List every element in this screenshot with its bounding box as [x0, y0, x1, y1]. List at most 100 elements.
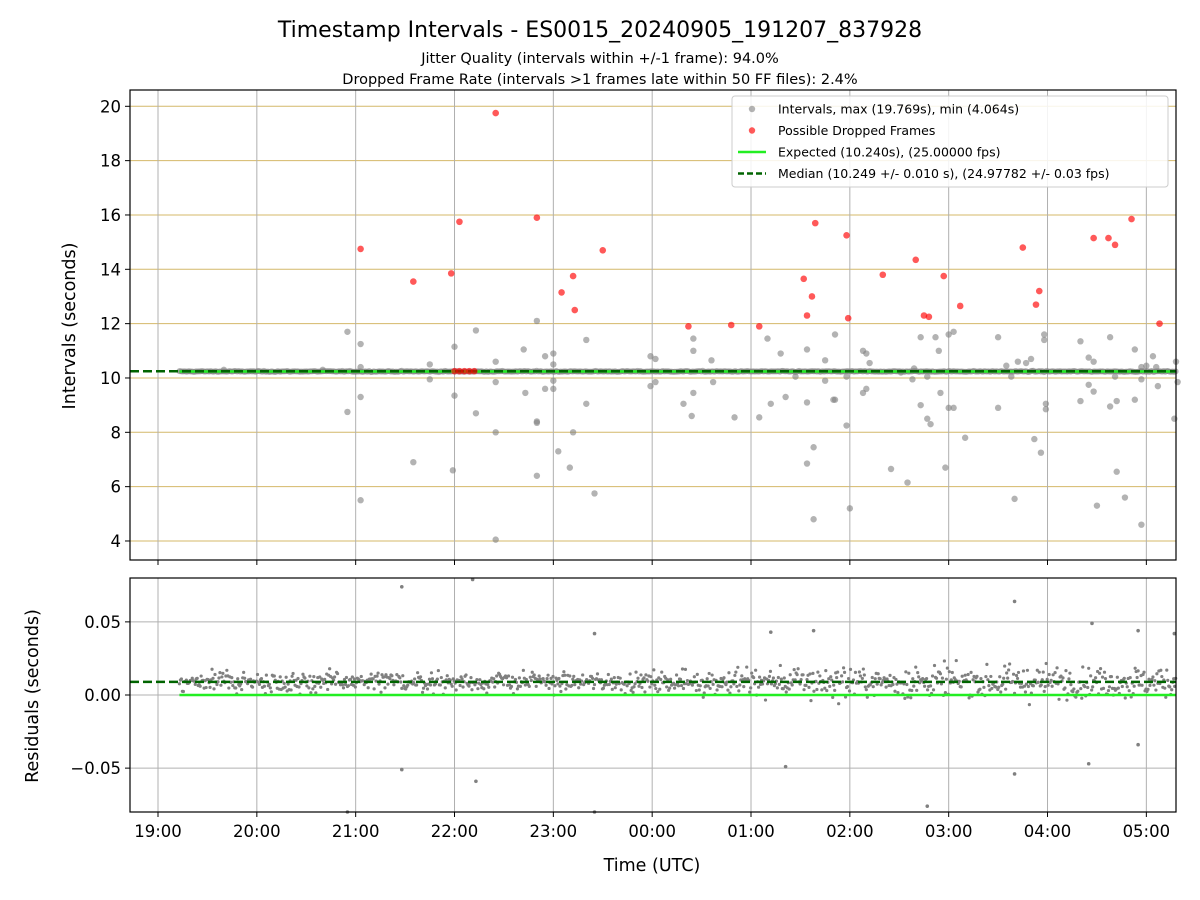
residual-point	[1010, 679, 1015, 684]
residual-point	[220, 675, 224, 679]
x-tick-label: 03:00	[925, 822, 973, 841]
residual-point	[1053, 671, 1057, 675]
dropped-frame-point	[1035, 287, 1043, 295]
residual-point	[622, 682, 626, 686]
residual-point	[482, 687, 486, 691]
residual-point	[556, 682, 560, 686]
residual-point	[1127, 689, 1131, 693]
residual-point	[1022, 684, 1027, 688]
residual-point	[802, 688, 806, 692]
legend-frame	[731, 95, 1169, 188]
interval-point	[1077, 397, 1084, 405]
y-tick-label: 0.00	[84, 686, 121, 705]
residual-point	[179, 677, 183, 681]
x-tick-label: 19:00	[134, 822, 182, 841]
residual-point	[646, 679, 650, 683]
residual-point	[454, 688, 458, 692]
residual-point	[217, 676, 221, 680]
residual-point	[1116, 686, 1120, 690]
residual-point	[1140, 683, 1144, 687]
interval-point	[708, 357, 715, 364]
residual-point	[775, 686, 779, 690]
residual-point	[460, 677, 464, 681]
residual-point	[1065, 698, 1069, 702]
residual-point	[1027, 703, 1031, 707]
interval-point	[950, 404, 957, 412]
residual-point	[737, 689, 741, 693]
dropped-frame-point	[755, 323, 763, 330]
residual-point	[421, 686, 426, 690]
residual-point	[366, 686, 370, 690]
x-tick-label: 20:00	[233, 822, 281, 841]
residual-point	[801, 673, 805, 677]
residual-point	[406, 683, 410, 687]
interval-point	[935, 347, 942, 355]
top-y-axis-label: Intervals (seconds)	[60, 243, 80, 410]
residual-point	[1014, 673, 1019, 678]
interval-point	[652, 355, 659, 363]
residual-point	[1035, 668, 1039, 672]
residual-point	[579, 682, 583, 686]
interval-point	[690, 347, 697, 355]
interval-point	[1022, 359, 1030, 367]
residual-point	[979, 677, 983, 681]
residual-point	[969, 670, 973, 675]
residual-point	[1026, 684, 1031, 689]
residual-point	[833, 688, 837, 692]
residual-point	[231, 683, 235, 688]
residual-point	[685, 678, 690, 683]
residual-point	[637, 684, 641, 688]
residual-point	[818, 674, 822, 678]
residual-point	[986, 678, 990, 682]
residual-point	[312, 675, 316, 679]
residual-point	[754, 668, 758, 672]
residual-point	[551, 674, 555, 679]
residual-point	[816, 670, 820, 674]
dropped-frame-point	[800, 275, 808, 283]
residual-point	[388, 677, 392, 681]
residual-point	[199, 674, 203, 678]
residual-point	[1087, 666, 1091, 670]
residual-point	[865, 695, 869, 699]
residual-point	[1041, 670, 1045, 674]
residual-point	[1081, 665, 1085, 669]
interval-point	[863, 385, 870, 393]
interval-point	[1143, 362, 1150, 369]
intervals-panel: 4 6 8 10 12 14 16 18 20	[100, 89, 1181, 565]
residual-point	[776, 675, 780, 680]
residual-point	[674, 673, 679, 677]
y-tick-label: 18	[100, 152, 121, 171]
residual-point	[1025, 668, 1030, 672]
residual-point	[1090, 688, 1094, 692]
residual-point	[923, 684, 927, 688]
residual-point	[510, 675, 515, 679]
residual-point	[845, 685, 850, 689]
residual-point	[1016, 670, 1021, 675]
top-axes-frame	[129, 89, 1177, 561]
residual-point	[799, 677, 803, 682]
residual-point	[1004, 687, 1008, 691]
interval-point	[541, 353, 549, 360]
residual-point	[857, 670, 861, 674]
residual-point	[470, 688, 474, 692]
residual-point	[959, 685, 963, 689]
residual-point	[386, 682, 390, 686]
residual-point	[997, 685, 1001, 689]
residual-point	[1106, 688, 1111, 693]
interval-point	[1042, 406, 1050, 413]
residual-point	[1165, 668, 1169, 672]
residual-point	[1036, 680, 1040, 684]
residual-point	[234, 686, 238, 690]
residual-point	[985, 662, 989, 666]
residual-point	[399, 584, 404, 589]
residual-point	[438, 683, 442, 687]
residual-point	[912, 684, 916, 688]
residual-point	[530, 670, 534, 674]
residual-point	[679, 683, 684, 688]
interval-point	[533, 317, 541, 325]
interval-point	[357, 497, 364, 504]
residual-point	[1132, 684, 1136, 688]
residual-point	[837, 702, 841, 706]
dropped-frame-point	[940, 272, 948, 280]
residual-point	[398, 676, 402, 680]
